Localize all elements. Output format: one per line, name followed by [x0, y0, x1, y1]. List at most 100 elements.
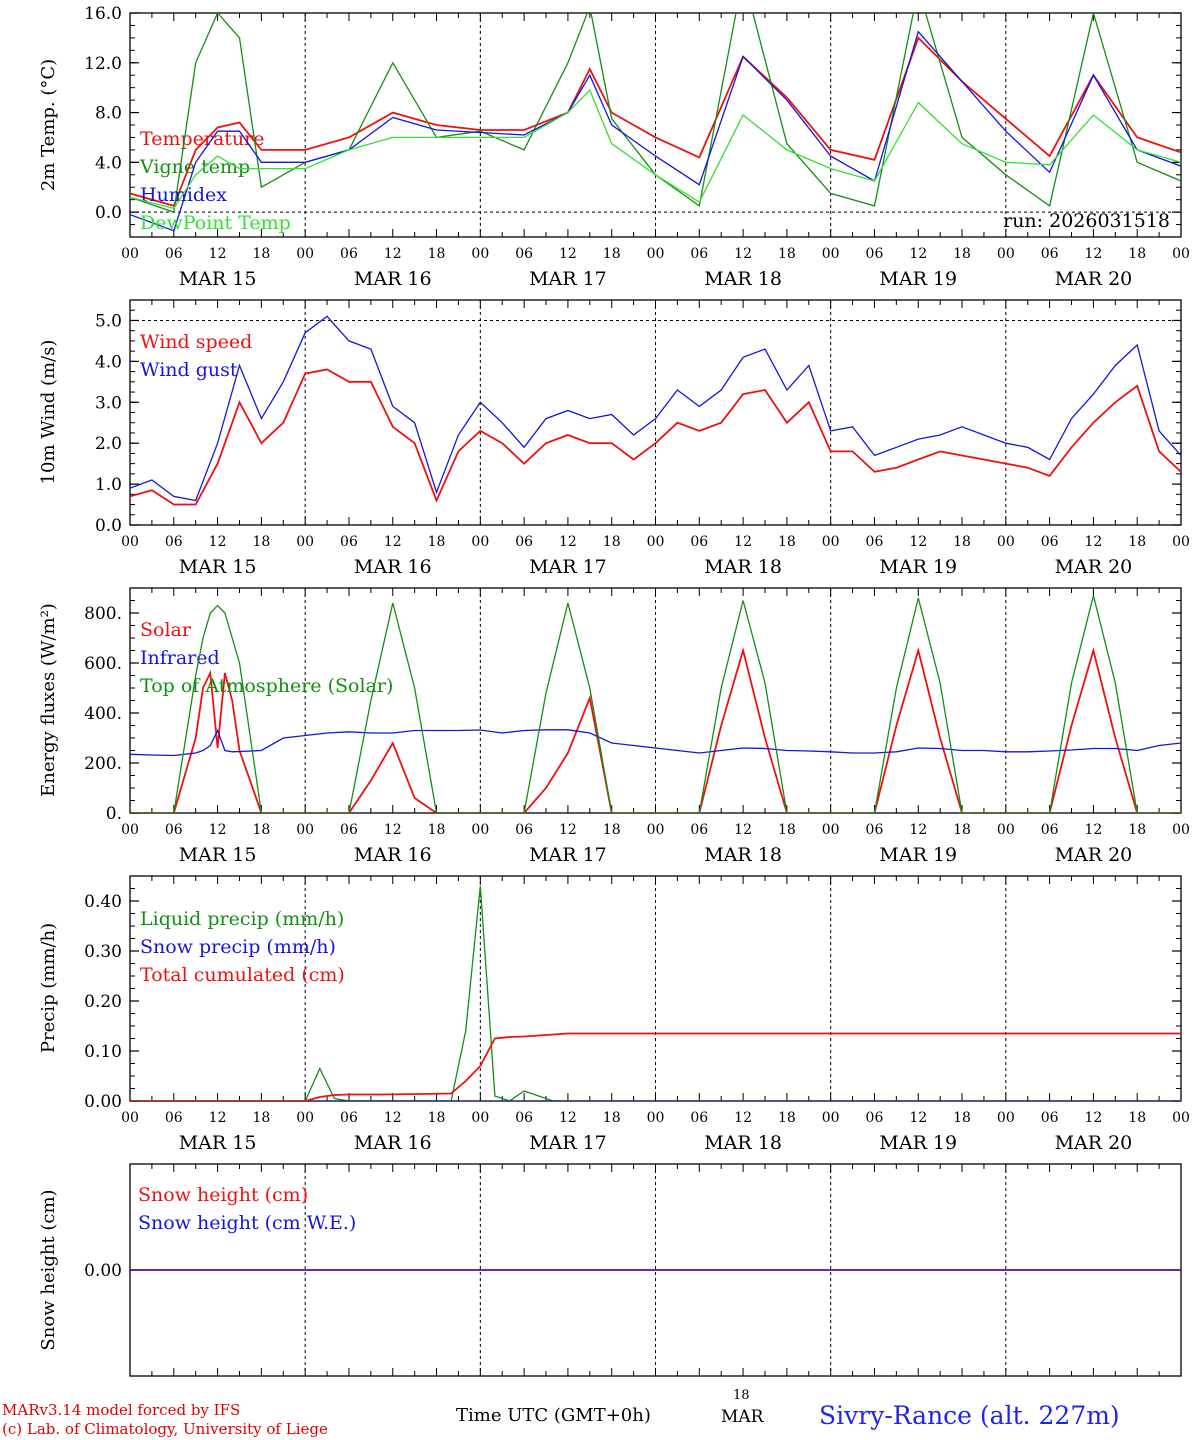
flux-series-infrared [130, 728, 1181, 757]
wind-day-label: MAR 20 [1055, 556, 1133, 578]
wind-xtick-label: 12 [384, 534, 402, 550]
wind-xtick-label: 18 [778, 534, 796, 550]
temp-xtick-label: 18 [1128, 246, 1146, 262]
flux-ytick-label: 200. [84, 754, 122, 774]
precip-xtick-label: 06 [340, 1110, 358, 1126]
temp-xtick-label: 12 [209, 246, 227, 262]
wind-xtick-label: 12 [209, 534, 227, 550]
temp-ylabel: 2m Temp. (°C) [38, 59, 59, 191]
flux-day-label: MAR 17 [529, 844, 607, 866]
flux-day-label: MAR 15 [179, 844, 257, 866]
wind-xtick-label: 12 [734, 534, 752, 550]
wind-xtick-label: 00 [822, 534, 840, 550]
wind-series-wind-speed [130, 368, 1181, 506]
wind-xtick-label: 00 [121, 534, 139, 550]
temp-day-label: MAR 17 [529, 268, 607, 290]
precip-xtick-label: 06 [690, 1110, 708, 1126]
temp-xtick-label: 00 [822, 246, 840, 262]
flux-xtick-label: 12 [209, 822, 227, 838]
wind-series-wind-gust [130, 315, 1181, 502]
center-month-label: MAR [721, 1407, 764, 1427]
temp-ytick-label: 12.0 [84, 54, 122, 74]
precip-series-total-cumulated-cm- [130, 1032, 1181, 1101]
flux-xtick-label: 12 [1085, 822, 1103, 838]
flux-xtick-label: 00 [997, 822, 1015, 838]
precip-series-liquid-precip-mm-h- [130, 885, 1181, 1101]
precip-xtick-label: 12 [1085, 1110, 1103, 1126]
flux-series-top-of-atmosphere-solar- [130, 595, 1181, 813]
precip-xtick-label: 18 [1128, 1110, 1146, 1126]
panel-precip: 0.00 0.10 0.20 0.30 0.40 Precip (mm/h) 00 06 12 1… [38, 875, 1190, 1154]
wind-xtick-label: 12 [909, 534, 927, 550]
precip-ylabel: Precip (mm/h) [38, 923, 59, 1053]
temp-day-label: MAR 16 [354, 268, 432, 290]
precip-ytick-label: 0.00 [84, 1092, 122, 1112]
temp-legend-item: Temperature [140, 128, 264, 150]
precip-xtick-label: 06 [1041, 1110, 1059, 1126]
precip-xtick-label: 18 [778, 1110, 796, 1126]
wind-ytick-label: 2.0 [95, 434, 122, 454]
precip-ytick-label: 0.40 [84, 892, 122, 912]
precip-xtick-label: 00 [121, 1110, 139, 1126]
wind-xtick-label: 18 [953, 534, 971, 550]
temp-xtick-label: 18 [252, 246, 270, 262]
temp-xtick-label: 00 [121, 246, 139, 262]
precip-xtick-label: 06 [165, 1110, 183, 1126]
precip-ytick-label: 0.10 [84, 1042, 122, 1062]
panel-temp: 0.0 4.0 8.0 12.0 16.0 2m Temp. (°C) 00 06 12 18 MA… [38, 4, 1190, 290]
wind-legend-item: Wind speed [140, 331, 252, 353]
temp-xtick-label: 12 [734, 246, 752, 262]
temp-xtick-label: 12 [559, 246, 577, 262]
credit-model: MARv3.14 model forced by IFS [2, 1401, 241, 1419]
precip-day-label: MAR 15 [179, 1132, 257, 1154]
temp-legend-item: Humidex [140, 184, 227, 206]
precip-xtick-label: 12 [734, 1110, 752, 1126]
flux-xtick-label: 12 [384, 822, 402, 838]
flux-day-label: MAR 20 [1055, 844, 1133, 866]
wind-xtick-label: 18 [1128, 534, 1146, 550]
snow-legend-item: Snow height (cm) [138, 1184, 308, 1206]
precip-day-label: MAR 17 [529, 1132, 607, 1154]
panel-snow: 0.00 Snow height (cm) Snow height (cm) Snow… [38, 1163, 1182, 1377]
wind-day-label: MAR 15 [179, 556, 257, 578]
flux-legend-item: Solar [140, 619, 192, 641]
flux-xtick-label: 06 [866, 822, 884, 838]
precip-xtick-label: 12 [384, 1110, 402, 1126]
precip-ytick-label: 0.30 [84, 942, 122, 962]
precip-xtick-label: 12 [209, 1110, 227, 1126]
wind-day-label: MAR 18 [704, 556, 782, 578]
temp-xtick-label: 06 [690, 246, 708, 262]
precip-xtick-label: 06 [515, 1110, 533, 1126]
precip-xtick-label: 12 [559, 1110, 577, 1126]
wind-xtick-label: 06 [165, 534, 183, 550]
temp-xtick-label: 06 [1041, 246, 1059, 262]
flux-ytick-label: 600. [84, 654, 122, 674]
precip-legend-item: Snow precip (mm/h) [140, 936, 336, 958]
temp-day-label: MAR 19 [879, 268, 957, 290]
flux-xtick-label: 18 [428, 822, 446, 838]
flux-xtick-label: 18 [603, 822, 621, 838]
temp-series-dewpoint-temp [130, 89, 1181, 210]
flux-xtick-label: 12 [909, 822, 927, 838]
precip-ytick-label: 0.20 [84, 992, 122, 1012]
precip-xtick-label: 00 [471, 1110, 489, 1126]
temp-ytick-label: 16.0 [84, 4, 122, 24]
wind-xtick-label: 00 [471, 534, 489, 550]
wind-xtick-label: 18 [252, 534, 270, 550]
precip-xtick-label: 00 [647, 1110, 665, 1126]
flux-xtick-label: 18 [1128, 822, 1146, 838]
temp-xtick-label: 18 [953, 246, 971, 262]
temp-xtick-label: 00 [296, 246, 314, 262]
wind-xtick-label: 12 [559, 534, 577, 550]
temp-series-humidex [130, 30, 1181, 232]
flux-xtick-label: 06 [1041, 822, 1059, 838]
temp-xtick-label: 12 [909, 246, 927, 262]
wind-ytick-label: 4.0 [95, 352, 122, 372]
temp-frame [129, 12, 1182, 238]
precip-xtick-label: 18 [603, 1110, 621, 1126]
temp-day-label: MAR 20 [1055, 268, 1133, 290]
temp-xtick-label: 00 [997, 246, 1015, 262]
flux-xtick-label: 18 [953, 822, 971, 838]
wind-xtick-label: 06 [690, 534, 708, 550]
flux-xtick-label: 06 [515, 822, 533, 838]
